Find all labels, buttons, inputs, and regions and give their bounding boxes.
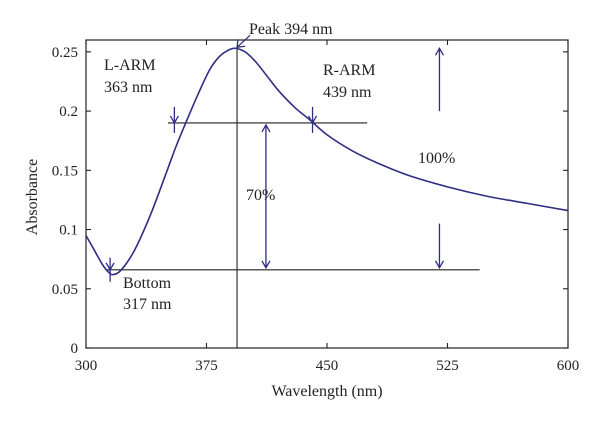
annotation-l-arm-value: 363 nm	[104, 79, 153, 96]
x-tick-label: 450	[316, 358, 339, 374]
annotation-r-arm-title: R-ARM	[323, 62, 375, 79]
y-tick-label: 0	[71, 341, 79, 357]
x-tick-label: 525	[436, 358, 459, 374]
x-tick-label: 375	[195, 358, 218, 374]
y-tick-label: 0.2	[59, 104, 78, 120]
x-axis-title: Wavelength (nm)	[271, 383, 382, 400]
arrow-100-head-up	[434, 46, 445, 56]
y-tick-label: 0.15	[52, 163, 78, 179]
arrow-bottom-head	[105, 262, 115, 272]
reference-lines	[106, 46, 480, 348]
series-layer	[85, 47, 569, 276]
x-tick-label: 600	[557, 358, 580, 374]
arrow-peak-line	[236, 34, 251, 48]
annotation-bottom-value: 317 nm	[123, 296, 172, 313]
annotation-bottom-title: Bottom	[123, 275, 172, 292]
annotation-r-arm-value: 439 nm	[323, 84, 372, 101]
y-axis-title: Absorbance	[24, 159, 41, 235]
x-tick-label: 300	[75, 358, 98, 374]
annotation-70-percent: 70%	[246, 187, 275, 204]
absorbance-curve	[85, 47, 569, 276]
y-tick-label: 0.05	[52, 282, 78, 298]
annotation-100-percent: 100%	[418, 150, 455, 167]
annotation-peak: Peak 394 nm	[249, 21, 333, 38]
arrow-70-head-down	[261, 260, 271, 270]
y-tick-label: 0.1	[59, 223, 78, 239]
y-tick-label: 0.25	[52, 45, 78, 61]
annotation-l-arm-title: L-ARM	[104, 57, 156, 74]
annotation-arrows	[105, 34, 445, 282]
arrow-l-arm-head	[169, 115, 179, 125]
axes: 300 375 450 525 600 0 0.05 0.1 0.15 0.2 0.25	[52, 39, 580, 374]
arrow-r-arm-head	[307, 115, 318, 125]
arrow-peak-head	[236, 39, 246, 49]
arrow-100-head-down	[434, 260, 445, 270]
arrow-70-head-up	[261, 123, 271, 133]
